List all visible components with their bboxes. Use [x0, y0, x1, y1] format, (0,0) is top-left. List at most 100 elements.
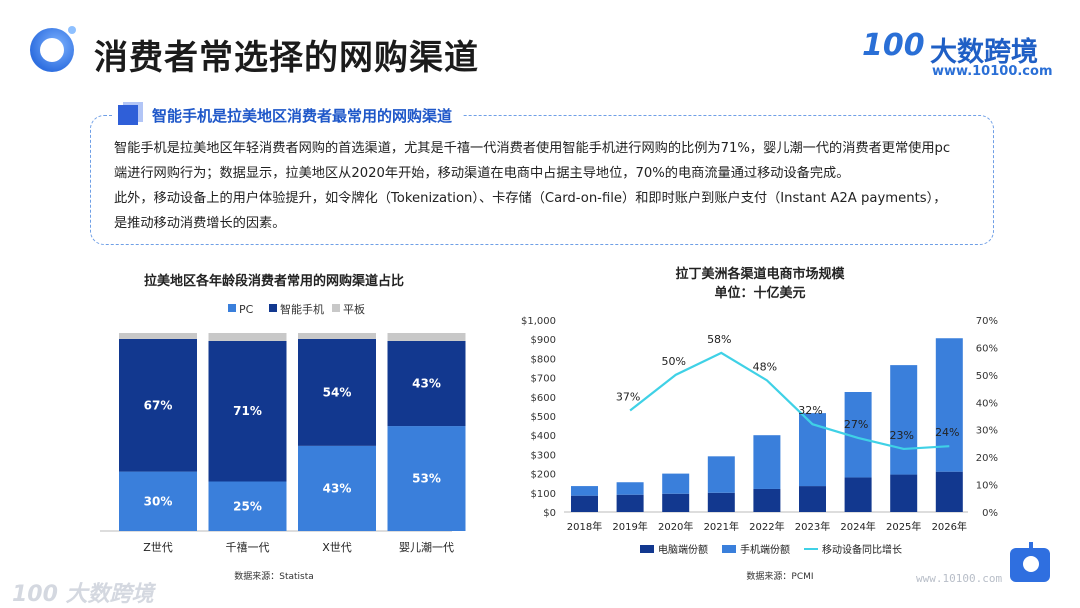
chart2-growth-label: 50% [661, 355, 685, 368]
chart2-y-left-tick: $700 [531, 374, 556, 385]
chart2-growth-label: 23% [889, 429, 913, 442]
chart2-bar-mobile [571, 486, 598, 496]
chart1-data-label: 43% [412, 376, 441, 390]
chart2-category-label: 2018年 [567, 520, 602, 533]
chart2-category-label: 2019年 [612, 520, 647, 533]
chart2-y-right-tick: 20% [976, 453, 998, 464]
chart2-category-label: 2025年 [886, 520, 921, 533]
footer-url: www.10100.com [916, 572, 1003, 585]
chart1-bar-segment [119, 338, 197, 472]
chart1-bar-segment [298, 445, 376, 531]
square-icon [118, 102, 143, 125]
info-line: 智能手机是拉美地区年轻消费者网购的首选渠道，尤其是千禧一代消费者使用智能手机进行… [114, 141, 951, 156]
pie-chart-icon [1010, 542, 1050, 582]
brand-mark-icon: 100 [862, 28, 925, 63]
chart2-subtitle: 单位：十亿美元 [714, 285, 805, 301]
chart1-bar-segment [298, 338, 376, 446]
chart1-legend-swatch [332, 304, 340, 312]
chart2-y-right-tick: 30% [976, 426, 998, 437]
info-heading-text: 智能手机是拉美地区消费者最常用的网购渠道 [152, 106, 453, 125]
page-title: 消费者常选择的网购渠道 [94, 38, 479, 78]
chart2-y-left-tick: $1,000 [521, 316, 556, 327]
chart1-data-label: 71% [233, 404, 262, 418]
chart1-bar-segment [208, 333, 287, 341]
chart2-y-right-tick: 40% [976, 398, 998, 409]
chart2-y-left-tick: $300 [531, 450, 556, 461]
chart1-category-label: X世代 [322, 541, 352, 554]
chart2-y-right-tick: 0% [982, 508, 998, 519]
chart2-category-label: 2020年 [658, 520, 693, 533]
chart2-growth-label: 48% [753, 360, 777, 373]
chart1-bar-segment [208, 340, 287, 482]
chart2-bar-mobile [616, 482, 644, 495]
chart2-y-right-tick: 50% [976, 371, 998, 382]
chart2-legend-label: 电脑端份额 [658, 543, 708, 556]
chart2-growth-label: 32% [798, 404, 822, 417]
chart2-bar-mobile [935, 338, 963, 472]
chart1-legend-label: 智能手机 [280, 302, 324, 316]
chart2-y-right-tick: 70% [976, 316, 998, 327]
chart2-y-right-tick: 10% [976, 481, 998, 492]
chart1-legend-label: 平板 [343, 302, 365, 316]
chart2-legend-label: 移动设备同比增长 [822, 543, 902, 556]
chart1-bar-segment [387, 426, 466, 531]
chart2-y-left-tick: $600 [531, 393, 556, 404]
chart1-title: 拉美地区各年龄段消费者常用的网购渠道占比 [144, 273, 404, 289]
info-line: 此外，移动设备上的用户体验提升，如令牌化（Tokenization）、卡存储（C… [114, 191, 947, 206]
brand-url: www.10100.com [932, 64, 1053, 79]
info-line: 端进行网购行为；数据显示，拉美地区从2020年开始，移动渠道在电商中占据主导地位… [114, 166, 850, 181]
chart1-data-label: 30% [144, 494, 173, 508]
chart1-source: 数据来源：Statista [234, 570, 314, 582]
chart2-y-left-tick: $200 [531, 470, 556, 481]
chart1-category-label: Z世代 [143, 541, 173, 554]
chart1-data-label: 53% [412, 472, 441, 486]
chart2-growth-line [629, 351, 950, 451]
info-heading: 智能手机是拉美地区消费者最常用的网购渠道 [112, 102, 463, 128]
info-line: 是推动移动消费增长的因素。 [114, 216, 286, 231]
chart2-bar-mobile [662, 473, 690, 494]
chart2-bar-pc [662, 493, 690, 512]
chart2-source: 数据来源：PCMI [746, 570, 813, 582]
chart2-y-right-tick: 60% [976, 343, 998, 354]
chart1-data-label: 43% [323, 481, 352, 495]
chart2-bar-pc [616, 494, 644, 512]
chart2-growth-label: 37% [616, 391, 640, 404]
chart1-data-label: 54% [323, 385, 352, 399]
chart1-legend-label: PC [239, 303, 254, 316]
chart2-bar-pc [571, 495, 598, 512]
title-logo-dot-icon [68, 26, 76, 34]
chart1-bar-segment [208, 481, 287, 531]
chart2-growth-label: 58% [707, 333, 731, 346]
chart1-bar-segment [387, 333, 466, 341]
chart1-legend-swatch [269, 304, 277, 312]
chart1-bar-segment [298, 333, 376, 339]
brand-logo: 100 大数跨境 www.10100.com [862, 28, 1062, 84]
title-logo-icon [30, 28, 74, 72]
chart1-bar-segment [387, 340, 466, 427]
chart2-bar-pc [799, 486, 826, 512]
chart1-legend-swatch [228, 304, 236, 312]
chart2-category-label: 2023年 [795, 520, 830, 533]
chart2-bar-pc [844, 477, 872, 512]
chart2-bar-pc [707, 492, 735, 512]
chart1-category-label: 千禧一代 [226, 541, 270, 554]
chart2-legend-swatch [722, 545, 736, 553]
chart2-category-label: 2022年 [749, 520, 784, 533]
chart2-y-left-tick: $0 [543, 508, 556, 519]
chart2-growth-label: 24% [935, 426, 959, 439]
chart2-y-left-tick: $900 [531, 335, 556, 346]
chart1-data-label: 25% [233, 499, 262, 513]
info-box [90, 115, 994, 245]
brand-name: 大数跨境 [930, 37, 1038, 68]
chart2-title: 拉丁美洲各渠道电商市场规模 [675, 266, 845, 282]
footer-watermark: 100 大数跨境 [12, 582, 154, 607]
chart2-bar-pc [753, 488, 781, 512]
chart2-bar-mobile [753, 435, 781, 489]
chart2-bar-pc [890, 474, 918, 512]
chart1-bar-segment [119, 471, 197, 531]
chart1-data-label: 67% [144, 398, 173, 412]
chart2-bar-mobile [890, 365, 918, 475]
chart2-y-left-tick: $800 [531, 354, 556, 365]
chart2-bar-pc [935, 471, 963, 512]
